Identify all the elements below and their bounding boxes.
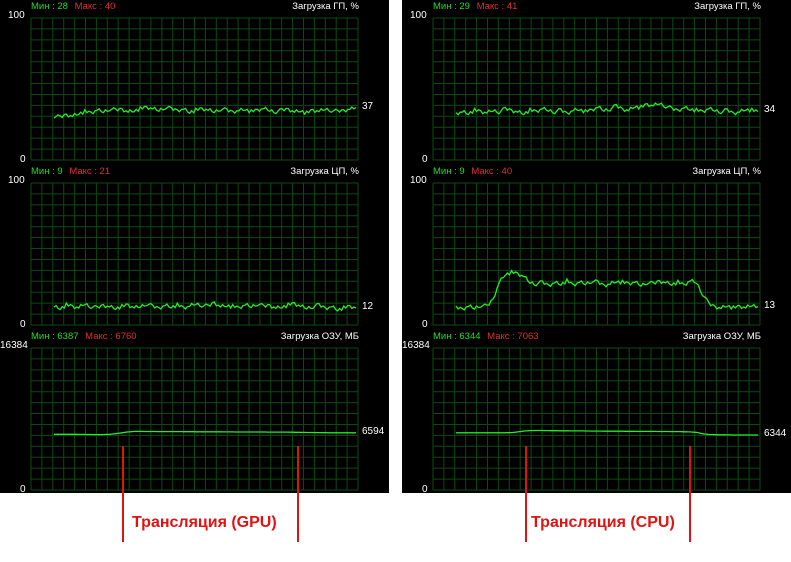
right-monitor-panel: Мин : 29 Макс : 41 Загрузка ГП, % 100 0 … (402, 0, 791, 495)
series-line (455, 102, 759, 116)
ram-load-title: Загрузка ОЗУ, МБ (280, 331, 359, 342)
cpu-ymax-label: 100 (410, 175, 427, 186)
cpu-current-value: 12 (362, 301, 374, 312)
ram-load-title: Загрузка ОЗУ, МБ (682, 331, 761, 342)
series-line (53, 300, 357, 312)
cpu-load-title: Загрузка ЦП, % (692, 166, 761, 177)
gpu-min-value: Мин : 29 (433, 1, 470, 12)
left-monitor-panel: Мин : 28 Макс : 40 Загрузка ГП, % 100 0 … (0, 0, 389, 495)
cpu-ymin-label: 0 (422, 319, 428, 330)
series-line (456, 429, 758, 436)
ram-min-value: Мин : 6387 (31, 331, 79, 342)
cpu-max-value: Макс : 40 (471, 166, 513, 177)
gpu-load-stats: Мин : 28 Макс : 40 (31, 1, 115, 12)
annotation-label: Трансляция (CPU) (531, 514, 675, 531)
series-line (455, 269, 759, 311)
gpu-max-value: Макс : 41 (476, 1, 518, 12)
cpu-ymin-label: 0 (20, 319, 26, 330)
gpu-current-value: 34 (764, 104, 776, 115)
series-line (54, 430, 356, 436)
ram-current-value: 6594 (362, 426, 385, 437)
gpu-load-title: Загрузка ГП, % (694, 1, 761, 12)
annotation-marker-line (689, 446, 691, 542)
cpu-max-value: Макс : 21 (69, 166, 111, 177)
ram-max-value: Макс : 6760 (85, 331, 137, 342)
series-line (53, 105, 357, 119)
gpu-ymin-label: 0 (422, 154, 428, 165)
gpu-ymax-label: 100 (8, 10, 25, 21)
annotation-marker-line (297, 446, 299, 542)
cpu-min-value: Мин : 9 (433, 166, 465, 177)
cpu-ymax-label: 100 (8, 175, 25, 186)
ram-load-stats: Мин : 6344 Макс : 7063 (433, 331, 539, 342)
ram-ymax-label: 16384 (0, 340, 28, 351)
annotation-marker-line (122, 446, 124, 542)
gpu-current-value: 37 (362, 101, 374, 112)
annotation-label: Трансляция (GPU) (132, 514, 277, 531)
annotation-marker-line (525, 446, 527, 542)
cpu-load-title: Загрузка ЦП, % (290, 166, 359, 177)
gpu-ymax-label: 100 (410, 10, 427, 21)
cpu-current-value: 13 (764, 300, 776, 311)
left-graph-canvas (30, 17, 359, 491)
cpu-min-value: Мин : 9 (31, 166, 63, 177)
gpu-load-stats: Мин : 29 Макс : 41 (433, 1, 517, 12)
cpu-load-stats: Мин : 9 Макс : 40 (433, 166, 512, 177)
ram-current-value: 6344 (764, 428, 787, 439)
ram-ymax-label: 16384 (402, 340, 430, 351)
ram-ymin-label: 0 (422, 484, 428, 495)
gpu-max-value: Макс : 40 (74, 1, 116, 12)
gpu-ymin-label: 0 (20, 154, 26, 165)
cpu-load-stats: Мин : 9 Макс : 21 (31, 166, 110, 177)
ram-ymin-label: 0 (20, 484, 26, 495)
gpu-min-value: Мин : 28 (31, 1, 68, 12)
gpu-load-title: Загрузка ГП, % (292, 1, 359, 12)
ram-max-value: Макс : 7063 (487, 331, 539, 342)
right-graph-canvas (432, 17, 761, 491)
ram-load-stats: Мин : 6387 Макс : 6760 (31, 331, 137, 342)
ram-min-value: Мин : 6344 (433, 331, 481, 342)
